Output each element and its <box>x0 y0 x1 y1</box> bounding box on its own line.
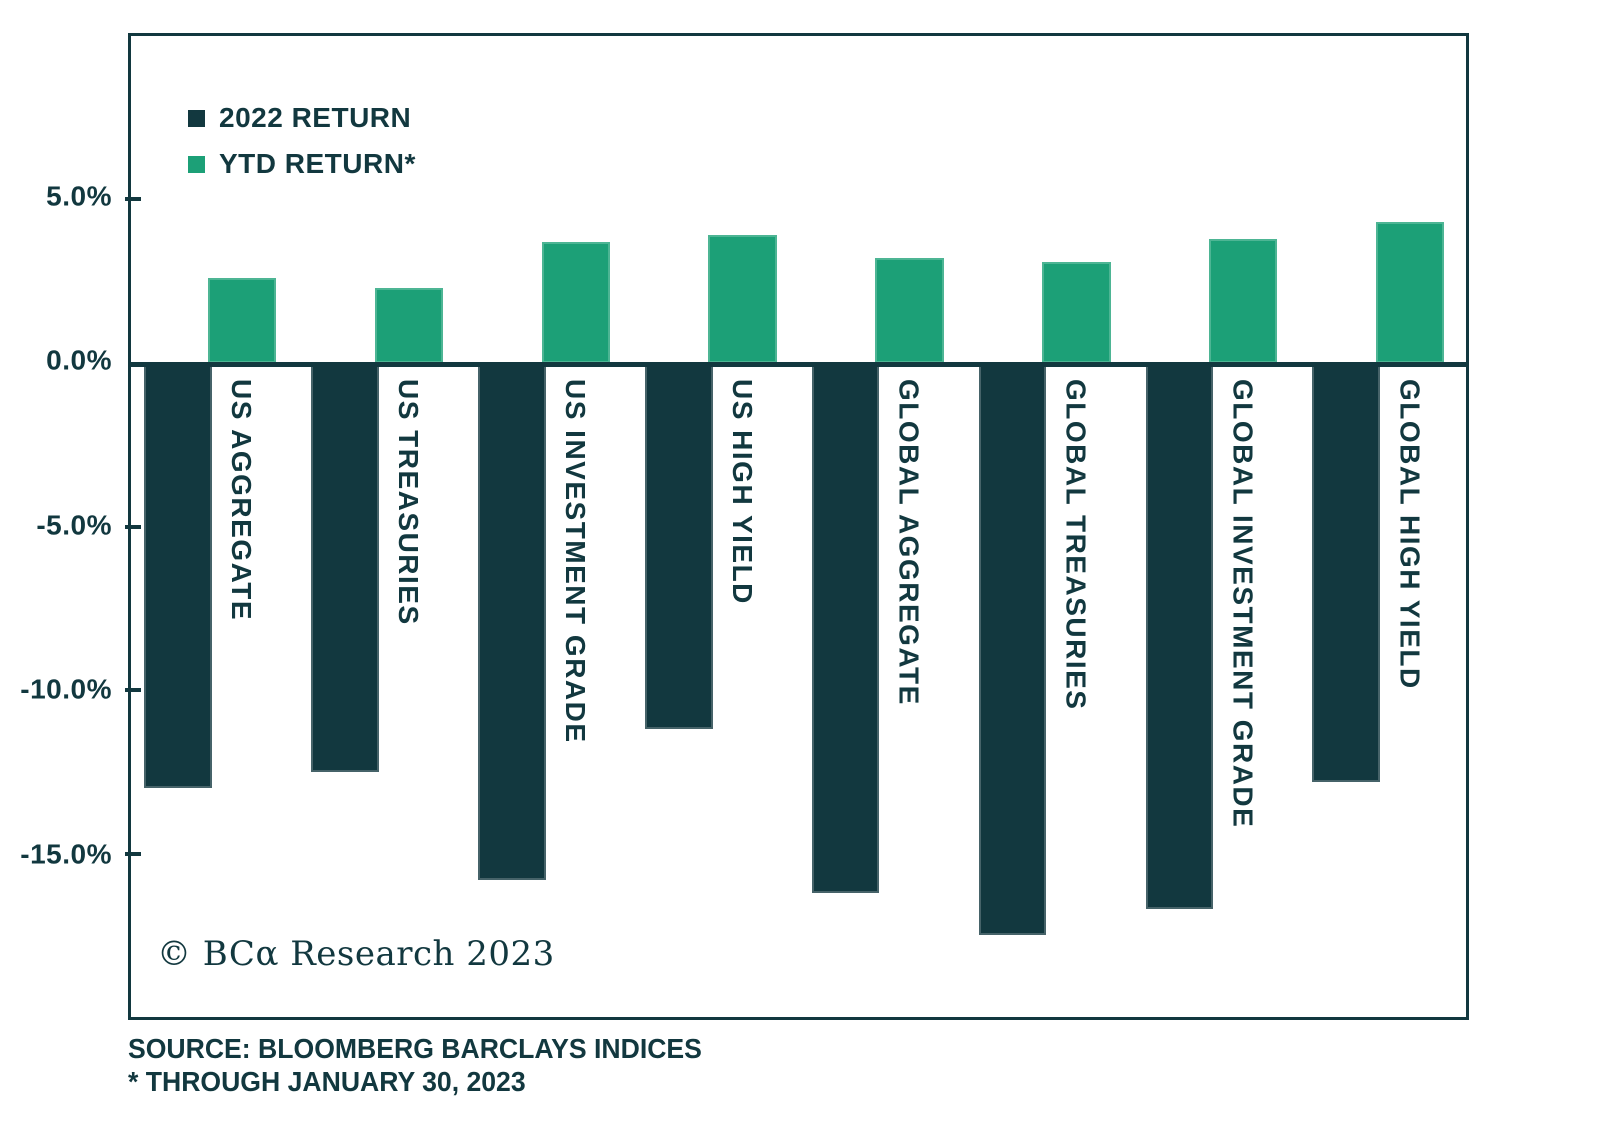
plot-area: US AGGREGATE US TREASURIES US INVESTMENT G… <box>131 36 1466 1017</box>
y-tick-mark--15-0- <box>125 851 141 856</box>
bar-ytd-return-us-investment-grade <box>541 242 610 363</box>
category-slot-global-aggregate: GLOBAL AGGREGATE <box>799 36 966 1017</box>
legend-label-2022-return: 2022 RETURN <box>219 102 412 133</box>
bar-ytd-return-us-treasuries <box>374 287 444 363</box>
legend: 2022 RETURN YTD RETURN* <box>188 102 416 194</box>
copyright-text: © BCα Research 2023 <box>157 934 555 974</box>
category-slot-us-treasuries: US TREASURIES <box>298 36 465 1017</box>
category-slot-global-high-yield: GLOBAL HIGH YIELD <box>1299 36 1466 1017</box>
category-slot-us-investment-grade: US INVESTMENT GRADE <box>465 36 632 1017</box>
y-tick-mark-5-0- <box>125 197 141 202</box>
bar-ytd-return-us-aggregate <box>207 277 277 363</box>
category-label-global-treasuries: GLOBAL TREASURIES <box>1060 378 1092 711</box>
category-slot-us-aggregate: US AGGREGATE <box>131 36 298 1017</box>
y-tick-mark--10-0- <box>125 687 141 692</box>
legend-row-2022-return: 2022 RETURN <box>188 102 416 134</box>
bar-ytd-return-global-investment-grade <box>1209 238 1278 363</box>
legend-label-ytd-return: YTD RETURN* <box>219 148 416 179</box>
y-tick-label--5-0-: -5.0% <box>36 509 112 541</box>
y-axis-gutter: 5.0% 0.0% -5.0% -10.0% -15.0% <box>0 33 112 1020</box>
bar-ytd-return-global-high-yield <box>1375 222 1445 363</box>
y-tick-mark--5-0- <box>125 524 141 529</box>
legend-swatch-2022-return-icon <box>188 109 205 127</box>
category-slot-us-high-yield: US HIGH YIELD <box>632 36 799 1017</box>
legend-swatch-ytd-return-icon <box>188 155 205 173</box>
category-label-global-investment-grade: GLOBAL INVESTMENT GRADE <box>1227 378 1259 829</box>
chart-frame: 2022 RETURN YTD RETURN* US AGGREGATE US T… <box>125 33 1469 1020</box>
y-tick-label--15-0-: -15.0% <box>20 838 112 870</box>
zero-axis-line <box>131 361 1466 367</box>
category-slot-global-investment-grade: GLOBAL INVESTMENT GRADE <box>1132 36 1299 1017</box>
bar-ytd-return-global-aggregate <box>875 258 944 363</box>
source-note: SOURCE: BLOOMBERG BARCLAYS INDICES * THR… <box>128 1032 702 1098</box>
category-label-us-high-yield: US HIGH YIELD <box>726 378 758 605</box>
y-tick-label--10-0-: -10.0% <box>20 673 112 705</box>
bar-2022-return-us-treasuries <box>311 362 379 772</box>
bar-2022-return-global-high-yield <box>1312 362 1381 782</box>
bar-2022-return-global-aggregate <box>811 362 880 893</box>
category-label-global-aggregate: GLOBAL AGGREGATE <box>893 378 925 706</box>
bar-2022-return-global-investment-grade <box>1145 362 1214 910</box>
source-line: SOURCE: BLOOMBERG BARCLAYS INDICES <box>128 1033 702 1064</box>
category-label-us-aggregate: US AGGREGATE <box>226 378 258 621</box>
bar-ytd-return-global-treasuries <box>1042 261 1111 363</box>
legend-row-ytd-return: YTD RETURN* <box>188 148 416 180</box>
bar-ytd-return-us-high-yield <box>708 235 777 363</box>
bar-2022-return-us-aggregate <box>144 362 212 789</box>
y-tick-label-5-0-: 5.0% <box>46 180 112 212</box>
y-tick-label-0-0-: 0.0% <box>46 344 112 376</box>
bar-2022-return-us-high-yield <box>644 362 713 730</box>
category-slot-global-treasuries: GLOBAL TREASURIES <box>965 36 1132 1017</box>
bar-2022-return-global-treasuries <box>978 362 1047 936</box>
category-label-global-high-yield: GLOBAL HIGH YIELD <box>1394 378 1426 690</box>
category-label-us-investment-grade: US INVESTMENT GRADE <box>559 378 591 744</box>
bar-2022-return-us-investment-grade <box>478 362 546 880</box>
footnote-line: * THROUGH JANUARY 30, 2023 <box>128 1066 526 1097</box>
category-label-us-treasuries: US TREASURIES <box>393 378 424 626</box>
